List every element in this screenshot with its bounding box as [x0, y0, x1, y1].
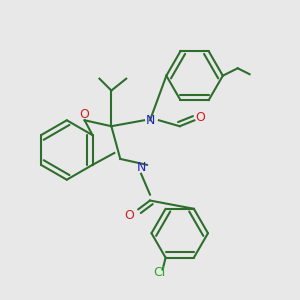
Text: O: O: [80, 108, 89, 121]
Text: O: O: [196, 111, 206, 124]
Text: N: N: [136, 161, 146, 174]
Text: Cl: Cl: [154, 266, 166, 279]
Text: N: N: [145, 114, 155, 127]
Text: O: O: [124, 209, 134, 222]
